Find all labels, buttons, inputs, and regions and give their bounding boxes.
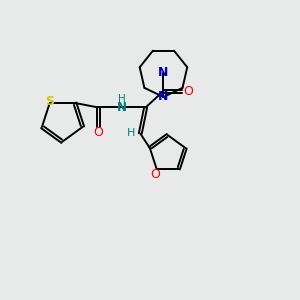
Text: N: N (158, 66, 169, 79)
Text: H: H (127, 128, 135, 138)
Text: N: N (117, 101, 127, 114)
Text: N: N (158, 90, 169, 103)
Text: O: O (150, 168, 160, 182)
Text: H: H (118, 94, 126, 104)
Text: S: S (45, 95, 54, 108)
Text: O: O (184, 85, 194, 98)
Text: O: O (93, 126, 103, 139)
